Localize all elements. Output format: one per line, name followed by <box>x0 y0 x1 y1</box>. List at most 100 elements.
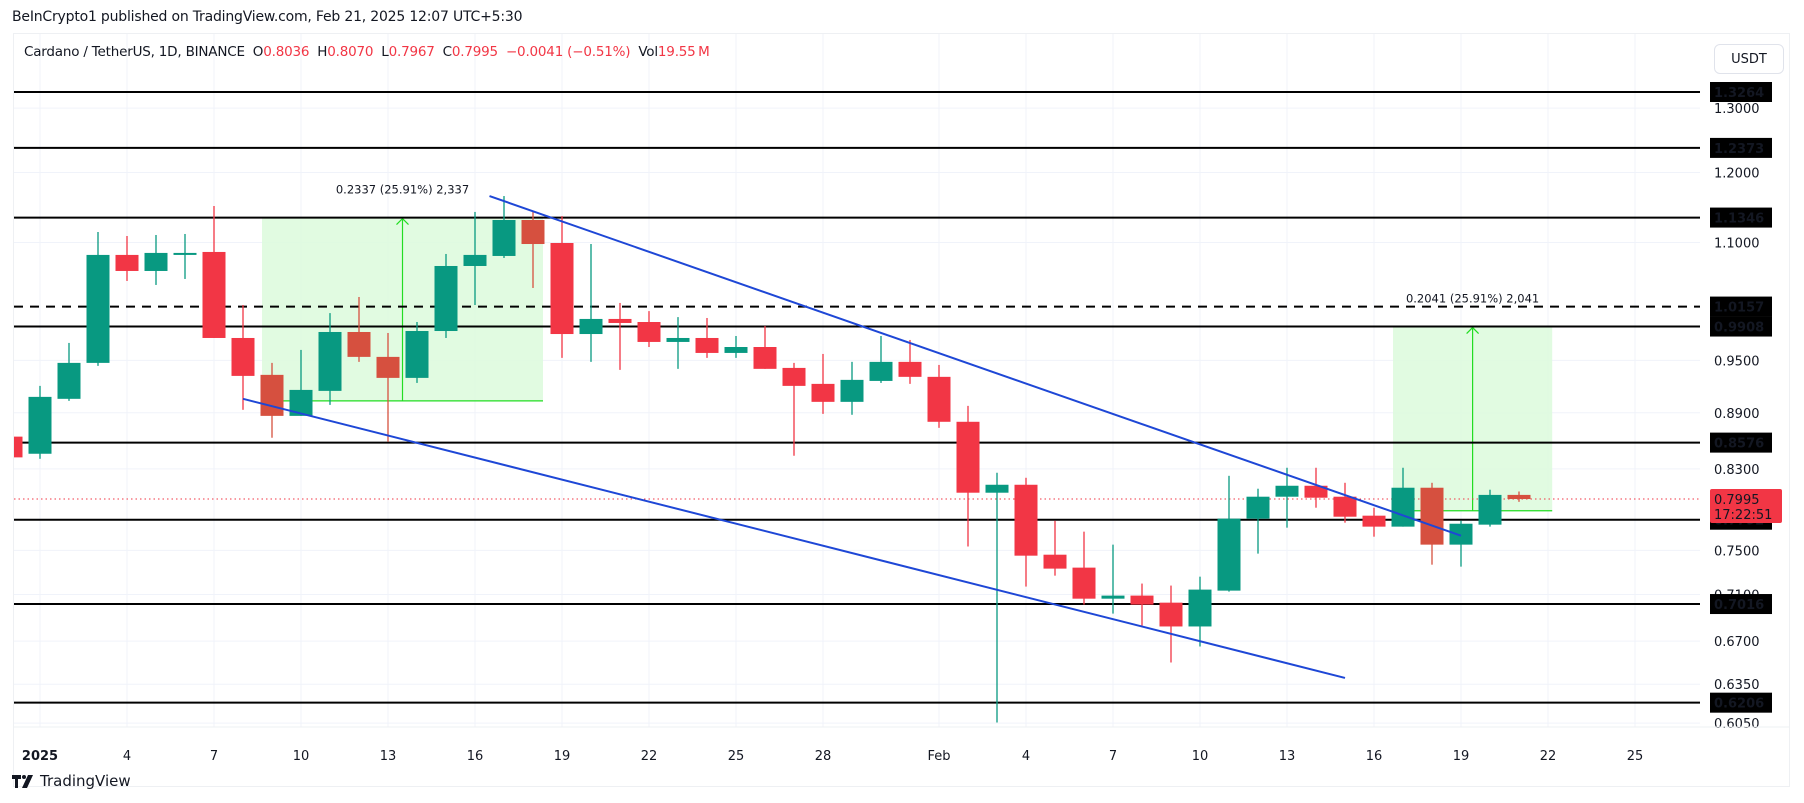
volume-label: Vol <box>638 44 658 60</box>
close-value: 0.7995 <box>451 44 498 60</box>
candle[interactable] <box>869 336 893 383</box>
candle[interactable] <box>1507 491 1531 502</box>
candle[interactable] <box>608 302 632 370</box>
candle[interactable] <box>724 336 748 358</box>
published-caption: BeInCrypto1 published on TradingView.com… <box>12 9 523 25</box>
candle[interactable] <box>202 205 226 338</box>
candle[interactable] <box>1014 477 1038 587</box>
level-price-tag: 0.9908 <box>1710 316 1772 337</box>
candle[interactable] <box>898 339 922 384</box>
candle[interactable] <box>492 196 516 258</box>
candle[interactable] <box>695 317 719 358</box>
level-price-tag: 1.1346 <box>1710 207 1772 228</box>
candle[interactable] <box>637 311 661 347</box>
candle[interactable] <box>318 313 342 405</box>
date-tick: 10 <box>293 749 310 764</box>
price-tick: 0.6350 <box>1714 678 1760 693</box>
level-price-tag: 1.2373 <box>1710 137 1772 158</box>
close-label: C <box>442 44 452 60</box>
candle[interactable] <box>1478 489 1502 527</box>
candle[interactable] <box>927 364 951 428</box>
candle[interactable] <box>840 361 864 415</box>
candle[interactable] <box>1188 576 1212 647</box>
candle[interactable] <box>1246 488 1270 554</box>
candle[interactable] <box>1159 585 1183 663</box>
date-tick: 16 <box>467 749 484 764</box>
svg-text:1.2373: 1.2373 <box>1714 142 1764 157</box>
price-tick: 0.8900 <box>1714 407 1760 422</box>
volume-value: 19.55 M <box>657 44 710 60</box>
svg-text:1.0157: 1.0157 <box>1714 301 1764 316</box>
upper-channel-trendline[interactable] <box>489 195 1462 537</box>
price-tick: 0.9500 <box>1714 354 1760 369</box>
measure-box-1[interactable] <box>262 216 543 402</box>
candle[interactable] <box>985 472 1009 723</box>
svg-text:0.7016: 0.7016 <box>1714 598 1764 613</box>
level-price-tag: 1.0157 <box>1710 296 1772 317</box>
low-value: 0.7967 <box>388 44 435 60</box>
candle[interactable] <box>0 433 23 458</box>
tradingview-wordmark: TradingView <box>40 772 131 790</box>
measure-box-2[interactable] <box>1393 325 1553 512</box>
tradingview-brand[interactable]: TradingView <box>12 772 131 790</box>
date-tick: Feb <box>927 749 950 764</box>
date-tick: 13 <box>1279 749 1296 764</box>
candle[interactable] <box>115 235 139 281</box>
candle[interactable] <box>1275 467 1299 528</box>
date-tick: 13 <box>380 749 397 764</box>
candle[interactable] <box>405 322 429 383</box>
candle[interactable] <box>347 296 371 362</box>
candle[interactable] <box>956 405 980 547</box>
candle[interactable] <box>753 325 777 369</box>
change-value: −0.0041 (−0.51%) <box>505 44 631 60</box>
price-tick: 0.6050 <box>1714 717 1760 732</box>
time-axis[interactable]: 2025 4 7 10 13 16 19 22 25 28 Feb 4 7 10 13 16 19 22 25 <box>14 34 1790 764</box>
currency-button[interactable]: USDT <box>1714 44 1784 74</box>
candle[interactable] <box>1449 520 1473 567</box>
candle[interactable] <box>1130 583 1154 626</box>
candle[interactable] <box>289 349 313 416</box>
high-value: 0.8070 <box>327 44 374 60</box>
price-axis[interactable]: 1.3000 1.2000 1.1000 0.9500 0.8900 0.8300 0.75… <box>1710 82 1782 732</box>
price-tick: 1.1000 <box>1714 236 1760 251</box>
candle[interactable] <box>28 385 52 459</box>
candle[interactable] <box>86 231 110 366</box>
trendlines <box>242 195 1462 679</box>
candle[interactable] <box>1043 520 1067 576</box>
symbol-legend: Cardano / TetherUS, 1D, BINANCE O0.8036 H0… <box>24 44 710 60</box>
date-tick: 7 <box>1109 749 1117 764</box>
date-tick: 4 <box>123 749 131 764</box>
candle[interactable] <box>144 234 168 285</box>
candle[interactable] <box>173 233 197 279</box>
candle[interactable] <box>1072 531 1096 605</box>
candle[interactable] <box>782 362 806 456</box>
candle[interactable] <box>1362 507 1386 537</box>
candle[interactable] <box>579 244 603 362</box>
candle[interactable] <box>1304 467 1328 508</box>
candle[interactable] <box>231 304 255 410</box>
price-tick: 0.6700 <box>1714 635 1760 650</box>
candle[interactable] <box>1101 544 1125 614</box>
candle[interactable] <box>1420 482 1444 565</box>
candle[interactable] <box>434 253 458 338</box>
candle[interactable] <box>376 332 400 442</box>
candle[interactable] <box>1333 482 1357 523</box>
candle[interactable] <box>463 211 487 305</box>
date-tick: 22 <box>641 749 658 764</box>
svg-text:0.8576: 0.8576 <box>1714 437 1764 452</box>
candle[interactable] <box>550 216 574 358</box>
candle[interactable] <box>666 317 690 369</box>
date-tick: 7 <box>210 749 218 764</box>
level-price-tag: 0.7016 <box>1710 594 1772 615</box>
price-tick: 1.2000 <box>1714 167 1760 182</box>
price-tick: 0.8300 <box>1714 463 1760 478</box>
candle[interactable] <box>521 210 545 288</box>
open-value: 0.8036 <box>263 44 310 60</box>
lower-channel-trendline[interactable] <box>242 397 1346 679</box>
candle[interactable] <box>57 342 81 401</box>
candles <box>0 196 1531 723</box>
candle[interactable] <box>811 353 835 414</box>
candle[interactable] <box>1217 475 1241 592</box>
low-label: L <box>381 44 389 60</box>
